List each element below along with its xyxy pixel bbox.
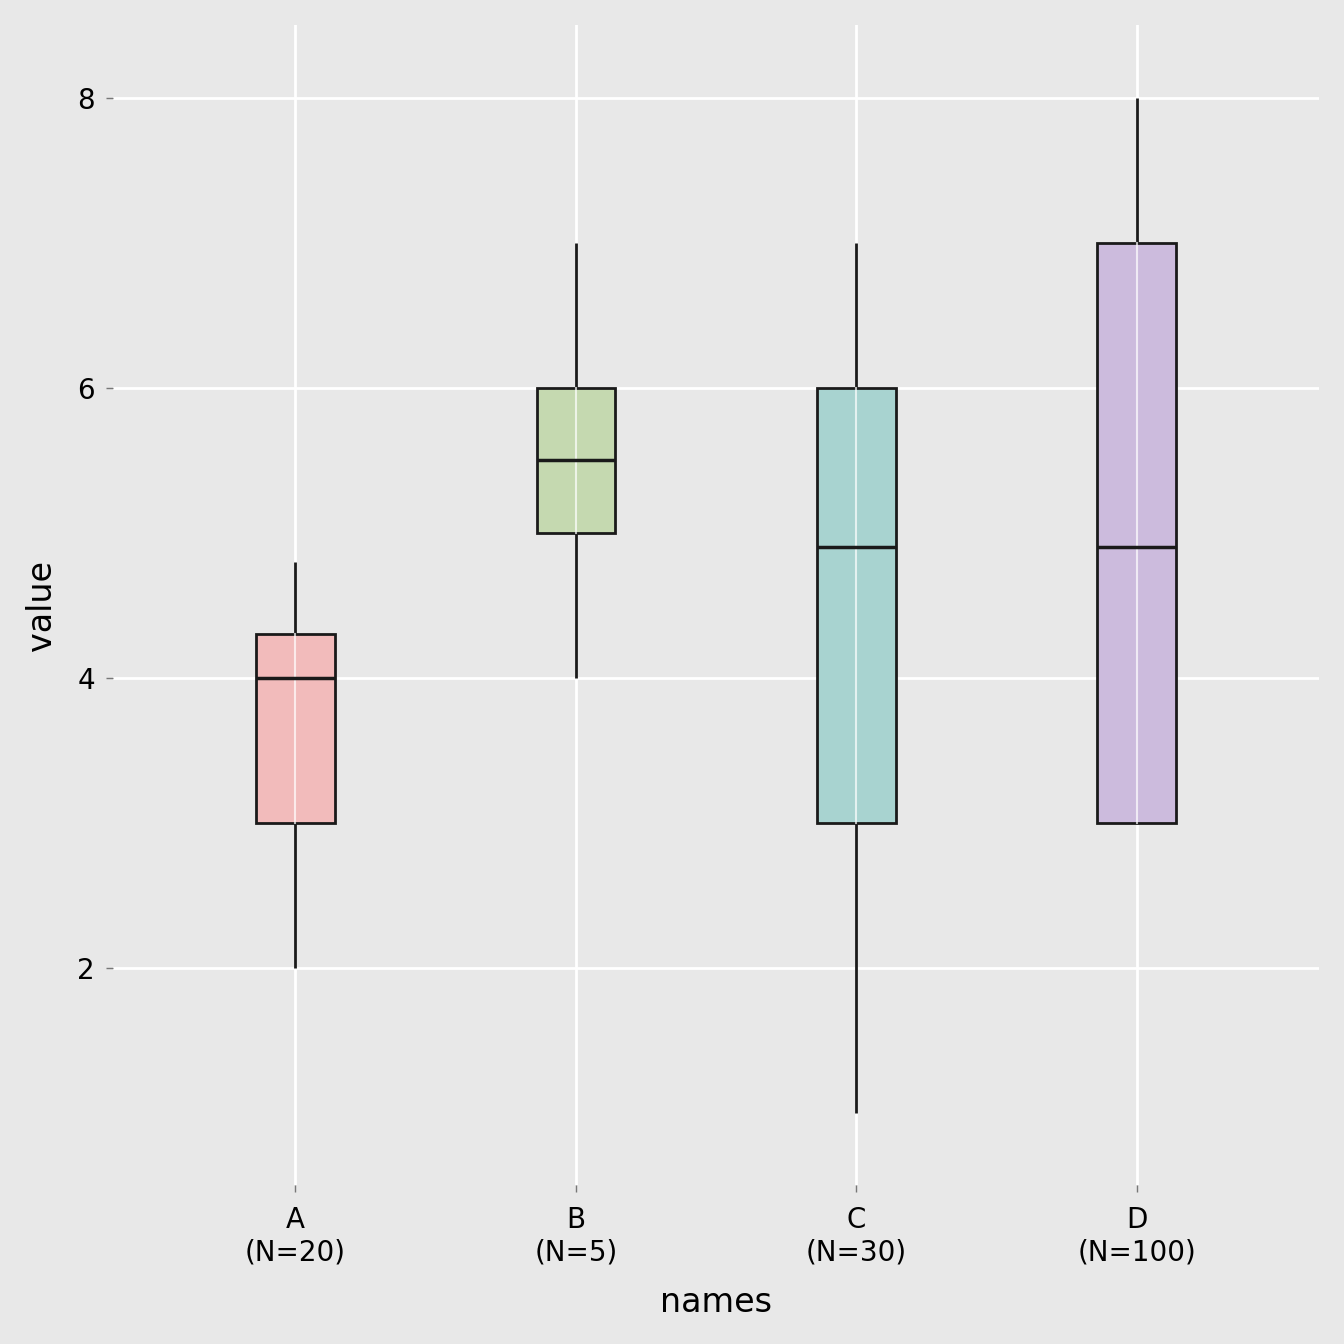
Bar (536, 387, 616, 532)
X-axis label: names: names (660, 1286, 771, 1318)
Bar (1098, 242, 1176, 823)
Bar (257, 634, 335, 823)
Bar (817, 387, 895, 823)
Y-axis label: value: value (26, 559, 58, 650)
